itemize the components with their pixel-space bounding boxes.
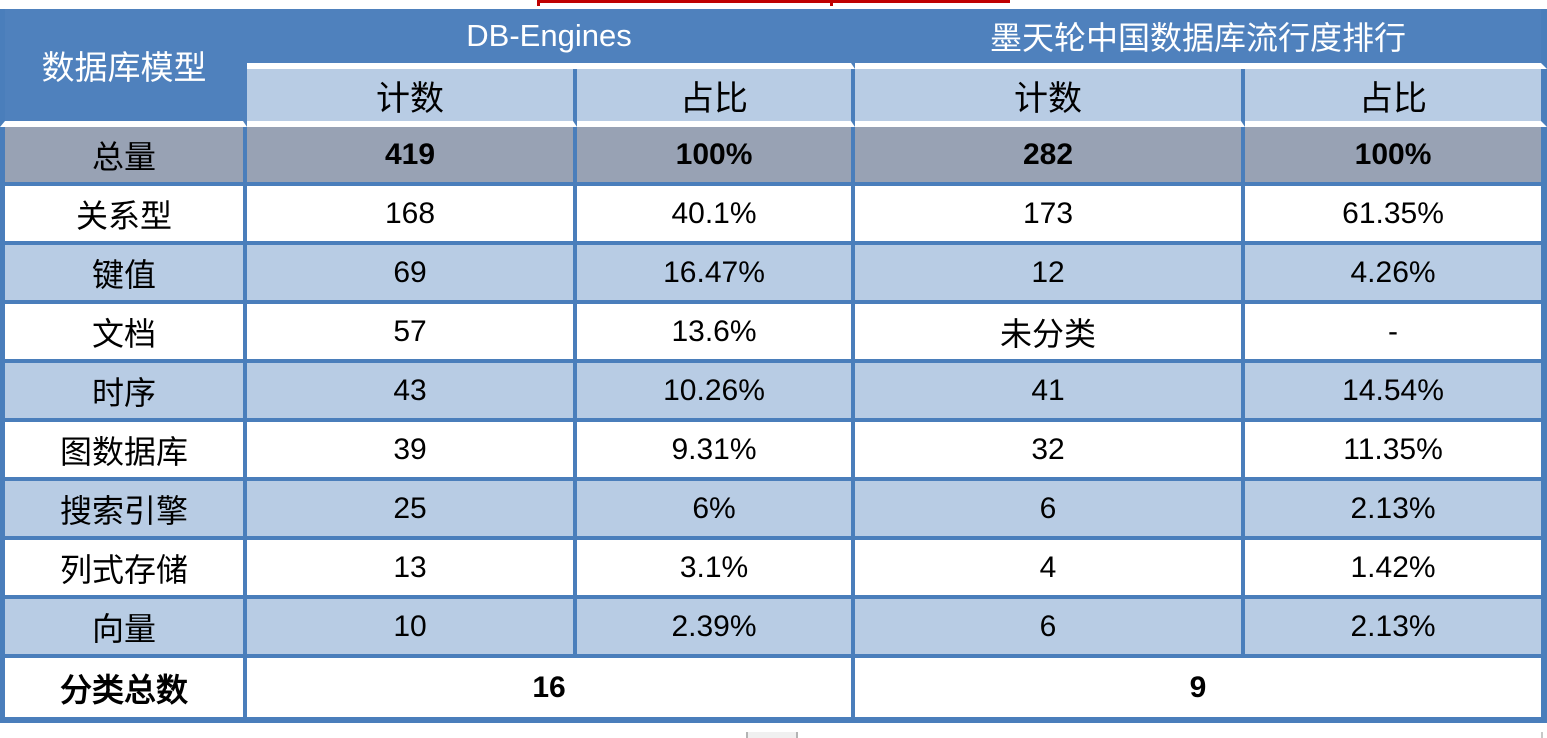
- modb-share-cell: 100%: [1245, 127, 1547, 186]
- db-engines-share-cell: 10.26%: [577, 363, 856, 422]
- modb-share-cell: 11.35%: [1245, 422, 1547, 481]
- db-engines-share-cell: 3.1%: [577, 540, 856, 599]
- db-engines-share-cell: 16.47%: [577, 245, 856, 304]
- modb-count-cell: 4: [855, 540, 1246, 599]
- table-row-vector: 向量 10 2.39% 6 2.13%: [0, 599, 1547, 658]
- group-header-row: 数据库模型 DB-Engines 墨天轮中国数据库流行度排行: [0, 9, 1547, 127]
- modb-share-cell: 1.42%: [1245, 540, 1547, 599]
- cropped-cell-artifact: [746, 732, 798, 738]
- row-label: 图数据库: [0, 422, 247, 481]
- row-label: 向量: [0, 599, 247, 658]
- modb-count-cell: 12: [855, 245, 1246, 304]
- modb-share-cell: 4.26%: [1245, 245, 1547, 304]
- table-row-document: 文档 57 13.6% 未分类 -: [0, 304, 1547, 363]
- red-underline-artifact: [537, 0, 1010, 3]
- modb-count-cell: 6: [855, 481, 1246, 540]
- table-row-time-series: 时序 43 10.26% 41 14.54%: [0, 363, 1547, 422]
- row-label: 键值: [0, 245, 247, 304]
- table-row-total: 总量 419 100% 282 100%: [0, 127, 1547, 186]
- db-engines-count-cell: 39: [247, 422, 577, 481]
- modb-count-cell: 173: [855, 186, 1246, 245]
- table-row-key-value: 键值 69 16.47% 12 4.26%: [0, 245, 1547, 304]
- db-engines-count-cell: 13: [247, 540, 577, 599]
- group-header-modb-ranking: 墨天轮中国数据库流行度排行: [855, 9, 1547, 69]
- modb-count-cell: 未分类: [855, 304, 1246, 363]
- sub-header-modb-share: 占比: [1245, 69, 1547, 127]
- row-label: 时序: [0, 363, 247, 422]
- modb-count-cell: 282: [855, 127, 1246, 186]
- red-underline-tick: [830, 0, 833, 6]
- db-engines-share-cell: 100%: [577, 127, 856, 186]
- modb-count-cell: 41: [855, 363, 1246, 422]
- row-label: 列式存储: [0, 540, 247, 599]
- table-row-columnar: 列式存储 13 3.1% 4 1.42%: [0, 540, 1547, 599]
- modb-count-cell: 32: [855, 422, 1246, 481]
- db-engines-category-total-cell: 16: [247, 658, 856, 723]
- modb-share-cell: 2.13%: [1245, 481, 1547, 540]
- database-model-comparison-table: 数据库模型 DB-Engines 墨天轮中国数据库流行度排行 计数 占比 计数 …: [0, 9, 1547, 723]
- table-row-search-engine: 搜索引擎 25 6% 6 2.13%: [0, 481, 1547, 540]
- modb-share-cell: 14.54%: [1245, 363, 1547, 422]
- red-underline-tick: [537, 0, 540, 6]
- table-row-relational: 关系型 168 40.1% 173 61.35%: [0, 186, 1547, 245]
- group-header-db-engines: DB-Engines: [247, 9, 856, 69]
- db-engines-count-cell: 43: [247, 363, 577, 422]
- sub-header-db-engines-share: 占比: [577, 69, 856, 127]
- sub-header-modb-count: 计数: [855, 69, 1246, 127]
- db-engines-share-cell: 2.39%: [577, 599, 856, 658]
- modb-category-total-cell: 9: [855, 658, 1547, 723]
- db-engines-share-cell: 9.31%: [577, 422, 856, 481]
- cropped-edge-artifact: [1541, 732, 1543, 738]
- row-label: 总量: [0, 127, 247, 186]
- row-label: 分类总数: [0, 658, 247, 723]
- modb-share-cell: -: [1245, 304, 1547, 363]
- modb-share-cell: 2.13%: [1245, 599, 1547, 658]
- db-engines-count-cell: 57: [247, 304, 577, 363]
- db-engines-count-cell: 168: [247, 186, 577, 245]
- modb-count-cell: 6: [855, 599, 1246, 658]
- table-row-graph: 图数据库 39 9.31% 32 11.35%: [0, 422, 1547, 481]
- row-label: 关系型: [0, 186, 247, 245]
- db-engines-count-cell: 10: [247, 599, 577, 658]
- modb-share-cell: 61.35%: [1245, 186, 1547, 245]
- db-engines-count-cell: 25: [247, 481, 577, 540]
- db-engines-count-cell: 69: [247, 245, 577, 304]
- db-engines-share-cell: 6%: [577, 481, 856, 540]
- table-row-category-totals: 分类总数 16 9: [0, 658, 1547, 723]
- sub-header-db-engines-count: 计数: [247, 69, 577, 127]
- db-engines-share-cell: 40.1%: [577, 186, 856, 245]
- db-engines-count-cell: 419: [247, 127, 577, 186]
- row-label: 搜索引擎: [0, 481, 247, 540]
- sub-header-row: 计数 占比 计数 占比: [0, 69, 1547, 127]
- db-engines-share-cell: 13.6%: [577, 304, 856, 363]
- corner-header-cell: 数据库模型: [0, 9, 247, 127]
- row-label: 文档: [0, 304, 247, 363]
